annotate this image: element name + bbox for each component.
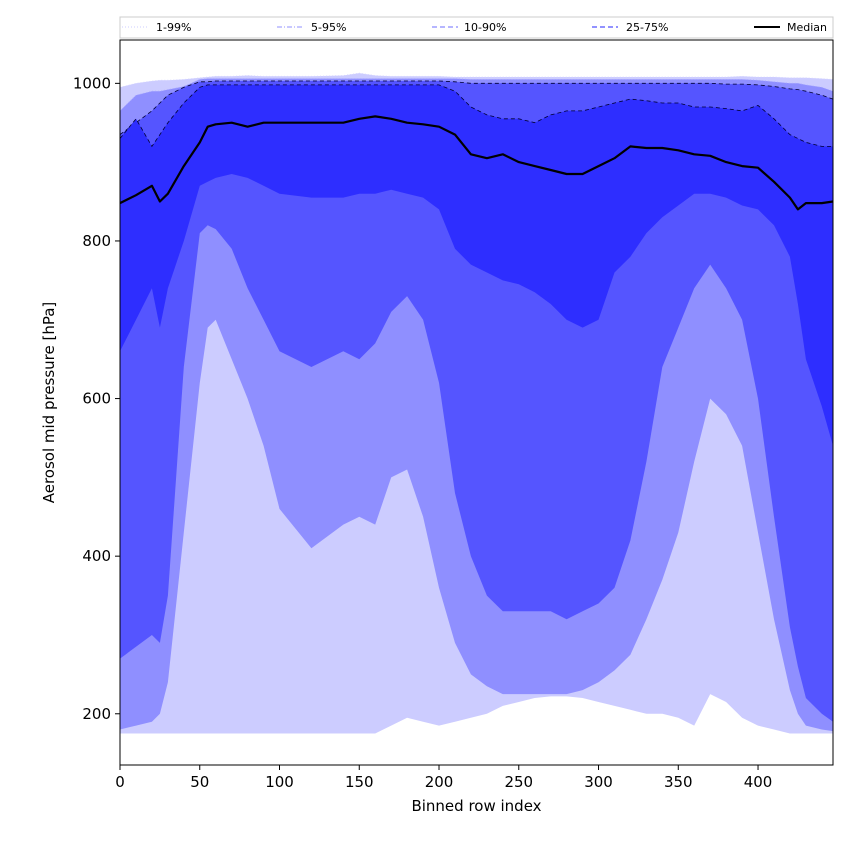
- band-25-75%: [120, 84, 833, 446]
- x-tick-label: 0: [115, 773, 125, 791]
- x-axis-label: Binned row index: [411, 797, 541, 815]
- legend-box: [119, 16, 834, 39]
- series-line-median: [119, 115, 834, 211]
- legend-label: 5-95%: [311, 21, 346, 34]
- legend-label: 1-99%: [156, 21, 191, 34]
- y-tick-label: 600: [82, 390, 111, 408]
- band-edge-5-95%: [119, 78, 834, 112]
- y-tick-label: 1000: [73, 74, 111, 92]
- median-series: [119, 115, 834, 211]
- legend-label: Median: [787, 21, 827, 34]
- x-tick-label: 100: [265, 773, 294, 791]
- y-axis: 200 400 600 800 1000: [73, 74, 120, 723]
- band-10-90%: [120, 81, 833, 722]
- y-tick-label: 400: [82, 547, 111, 565]
- x-tick-label: 400: [744, 773, 773, 791]
- legend-label: 25-75%: [626, 21, 668, 34]
- x-tick-label: 200: [425, 773, 454, 791]
- band-edge-1-99%: [119, 72, 834, 88]
- x-tick-label: 300: [584, 773, 613, 791]
- legend: 1-99% 5-95% 10-90% 25-75% Median: [119, 16, 834, 39]
- x-axis: 0 50 100 150 200 250 300 350 400: [115, 765, 772, 791]
- plot-frame: [119, 39, 834, 766]
- x-tick-label: 350: [664, 773, 693, 791]
- legend-label: 10-90%: [464, 21, 506, 34]
- percentile-bands: [119, 72, 834, 734]
- y-axis-label: Aerosol mid pressure [hPa]: [40, 302, 58, 504]
- x-tick-label: 50: [190, 773, 209, 791]
- y-tick-label: 800: [82, 232, 111, 250]
- x-tick-label: 250: [504, 773, 533, 791]
- y-tick-label: 200: [82, 705, 111, 723]
- x-tick-label: 150: [345, 773, 374, 791]
- band-edge-25-75%: [119, 84, 833, 148]
